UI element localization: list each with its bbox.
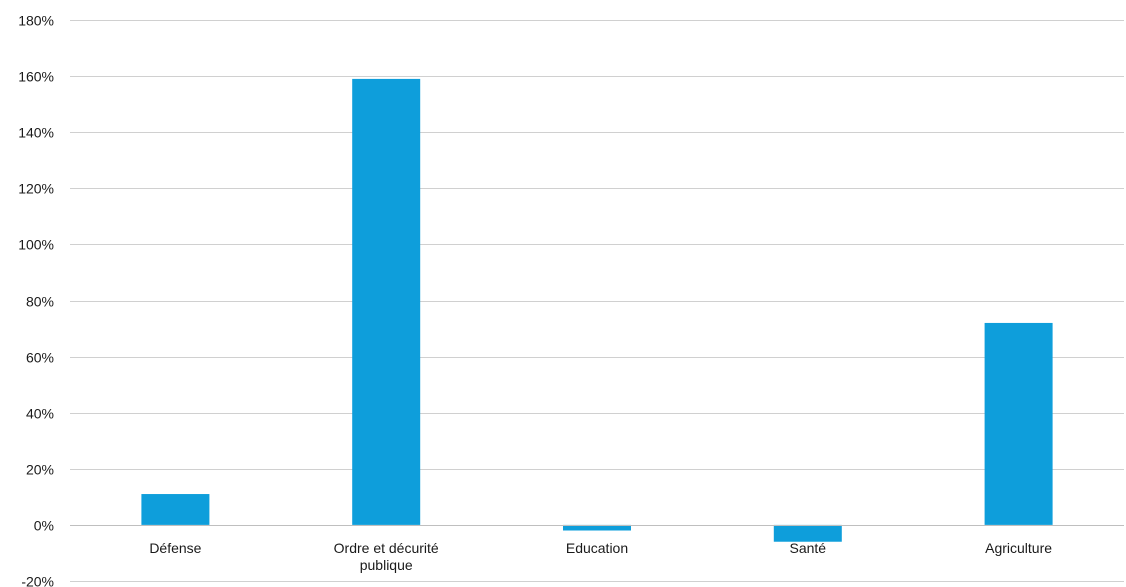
bar	[773, 524, 842, 542]
y-tick-label: 180%	[18, 13, 54, 29]
y-tick-label: 60%	[26, 350, 54, 366]
y-tick-label: 160%	[18, 69, 54, 85]
bars	[141, 78, 1053, 542]
y-tick-label: 140%	[18, 125, 54, 141]
y-axis-tick-labels: -20% 0% 20% 40% 60% 80% 100% 120% 140% 160% 180%	[18, 13, 54, 587]
y-tick-label: 100%	[18, 237, 54, 253]
bar	[352, 78, 421, 525]
bar	[563, 524, 631, 531]
x-category-label: Education	[566, 540, 628, 556]
y-tick-label: 120%	[18, 181, 54, 197]
x-category-label: Agriculture	[985, 540, 1052, 556]
x-category-label: Ordre et décurité publique	[334, 540, 439, 573]
y-tick-label: 40%	[26, 406, 54, 422]
y-tick-label: 80%	[26, 294, 54, 310]
x-category-label: Santé	[790, 540, 827, 556]
gridlines	[70, 20, 1124, 582]
y-tick-label: 0%	[34, 518, 54, 534]
y-tick-label: 20%	[26, 462, 54, 478]
y-tick-label: -20%	[21, 574, 54, 587]
x-category-label: Défense	[149, 540, 201, 556]
x-axis-category-labels: Défense Ordre et décurité publique Educatio…	[149, 540, 1052, 573]
bar	[141, 494, 210, 525]
bar	[984, 322, 1053, 525]
